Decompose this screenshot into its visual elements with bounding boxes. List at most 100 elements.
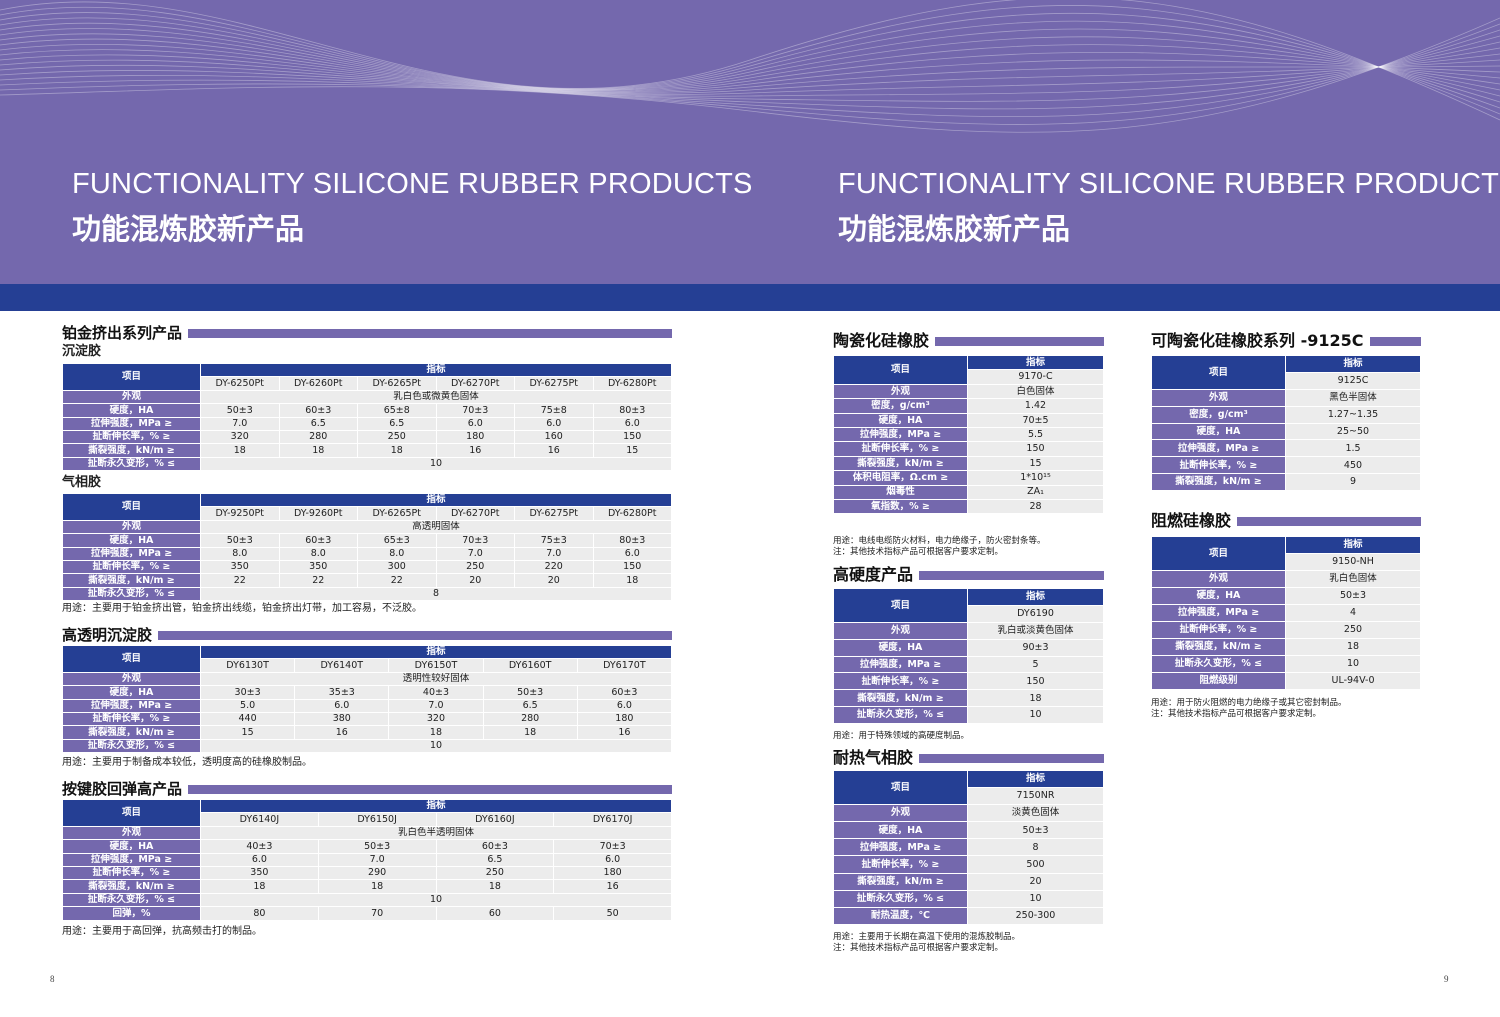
value-cell: 6.0 (436, 417, 514, 430)
row-label: 撕裂强度，kN/m ≥ (63, 574, 200, 587)
value-cell: 150 (968, 673, 1103, 690)
model-cell: DY6160J (436, 813, 554, 826)
wave-line (0, 49, 1500, 94)
table-row: 氧指数，% ≥28 (834, 499, 1103, 514)
value-cell: 6.0 (593, 417, 671, 430)
row-label: 撕裂强度，kN/m ≥ (834, 690, 967, 707)
heading-bar (1237, 517, 1421, 526)
value-cell: 7.0 (515, 547, 593, 560)
note-line: 用途：用于防火阻燃的电力绝缘子或其它密封制品。 (1151, 698, 1347, 708)
spec-table: 项目 指标 DY-6250Pt DY-6260Pt DY-6265Pt DY-6270Pt… (62, 363, 672, 471)
model-cell: DY-9250Pt (201, 507, 279, 520)
row-label: 扯断伸长率，% ≥ (63, 560, 200, 574)
wave-line (0, 41, 1500, 102)
note-line: 用途：用于特殊领域的高硬度制品。 (833, 731, 970, 741)
spec-header-cell: 指标 (968, 356, 1103, 370)
value-cell: 乳白色固体 (1286, 571, 1420, 587)
value-cell: 18 (201, 880, 318, 893)
wave-line (0, 29, 1500, 118)
value-cell: 15 (593, 444, 671, 457)
value-cell: 250 (436, 560, 514, 574)
model-cell: DY6140J (201, 813, 318, 826)
table-row: 外观 乳白色半透明固体 (63, 826, 671, 840)
index-header-cell: 项目 (63, 800, 200, 826)
table-row: 扯断永久变形，% ≤10 (63, 739, 671, 753)
value-cell: 18 (483, 726, 577, 739)
row-label: 拉伸强度，MPa ≥ (63, 417, 200, 430)
value-cell: 黑色半固体 (1286, 389, 1420, 406)
table-row: 硬度，HA 70±5 (834, 413, 1103, 427)
value-cell: 250 (1286, 622, 1420, 638)
table-row: 拉伸强度，MPa ≥4 (1152, 605, 1420, 621)
row-label: 氧指数，% ≥ (834, 499, 967, 514)
section-title: 按键胶回弹高产品 (62, 780, 183, 798)
spec-header-cell: 指标 (1286, 537, 1420, 553)
value-cell: 75±8 (515, 404, 593, 417)
value-cell-merged: 10 (201, 893, 671, 907)
spec-table: 项目 指标 DY-9250Pt DY-9260Pt DY-6265Pt DY-6270Pt… (62, 493, 672, 601)
usage-note: 用途：主要用于长期在高温下使用的混炼胶制品。 注：其他技术指标产品可根据客户要求定… (833, 932, 1020, 953)
table-row: 外观 透明性较好固体 (63, 672, 671, 686)
wave-line (0, 28, 1500, 91)
value-cell: 乳白或淡黄色固体 (968, 622, 1103, 639)
value-cell: 250 (358, 430, 436, 444)
wave-line (0, 47, 1500, 97)
spec-table: 项目 指标 7150NR 外观 淡黄色固体 硬度，HA 50±3 拉伸强度，MPa ≥8 扯断伸… (833, 770, 1104, 925)
value-cell-merged: 乳白色半透明固体 (201, 826, 671, 840)
value-cell: 6.0 (577, 699, 671, 712)
value-cell: 60 (436, 907, 554, 920)
value-cell: 18 (436, 880, 554, 893)
model-cell: DY-9260Pt (279, 507, 357, 520)
row-label: 外观 (63, 390, 200, 404)
note-line: 注：其他技术指标产品可根据客户要求定制。 (833, 546, 1004, 557)
model-cell: DY-6275Pt (515, 377, 593, 390)
value-cell: 18 (279, 444, 357, 457)
table-header-row: 项目 指标 (1152, 537, 1420, 570)
table-row: 外观 黑色半固体 (1152, 389, 1420, 406)
heading-bar (188, 785, 672, 794)
page-number-left: 8 (50, 974, 55, 984)
row-label: 拉伸强度，MPa ≥ (63, 547, 200, 560)
table-row: 扯断伸长率，% ≥500 (834, 856, 1103, 873)
value-cell: 9 (1286, 474, 1420, 491)
row-label: 外观 (834, 622, 967, 639)
row-label: 硬度，HA (63, 534, 200, 547)
value-cell: 70 (318, 907, 436, 920)
row-label: 扯断伸长率，% ≥ (63, 866, 200, 880)
note-line: 用途：主要用于高回弹，抗高频击打的制品。 (62, 926, 262, 937)
table-row: 密度，g/cm³ 1.27~1.35 (1152, 406, 1420, 423)
wave-line (0, 17, 1500, 133)
table-row: 撕裂强度，kN/m ≥20 (834, 873, 1103, 890)
table-row: 硬度，HA 50±3 60±3 65±8 70±3 75±8 80±3 (63, 404, 671, 417)
table-row: 硬度，HA 50±3 60±3 65±3 70±3 75±3 80±3 (63, 534, 671, 547)
value-cell: UL-94V-0 (1286, 673, 1420, 689)
value-cell: 320 (201, 430, 279, 444)
value-cell: ZA₁ (968, 485, 1103, 499)
value-cell: 60±3 (577, 686, 671, 699)
row-label: 回弹，% (63, 907, 200, 920)
row-label: 撕裂强度，kN/m ≥ (63, 444, 200, 457)
value-cell: 5.5 (968, 427, 1103, 442)
row-label: 扯断伸长率，% ≥ (834, 856, 967, 873)
value-cell: 60±3 (279, 534, 357, 547)
model-cell: DY-6280Pt (593, 377, 671, 390)
value-cell: 10 (968, 890, 1103, 907)
value-cell: 90±3 (968, 639, 1103, 656)
value-cell: 180 (577, 712, 671, 726)
row-label: 阻燃级别 (1152, 673, 1285, 689)
table-header-row: 项目 指标 (63, 494, 671, 520)
section-title: 耐热气相胶 (833, 748, 914, 767)
row-label: 烟毒性 (834, 485, 967, 499)
value-cell: 280 (483, 712, 577, 726)
section-heading: 铂金挤出系列产品 (62, 321, 672, 341)
value-cell: 70±5 (968, 413, 1103, 427)
value-cell: 28 (968, 499, 1103, 514)
table-row: 体积电阻率，Ω.cm ≥1*10¹⁵ (834, 471, 1103, 485)
value-cell-merged: 10 (201, 739, 671, 753)
wave-lines-decoration (0, 0, 1500, 133)
table-header-row: 项目 指标 (834, 589, 1103, 622)
table-row: 拉伸强度，MPa ≥5.0 6.0 7.0 6.5 6.0 (63, 699, 671, 712)
value-cell: 8.0 (358, 547, 436, 560)
row-label: 拉伸强度，MPa ≥ (834, 427, 967, 442)
table-row: 阻燃级别 UL-94V-0 (1152, 673, 1420, 689)
